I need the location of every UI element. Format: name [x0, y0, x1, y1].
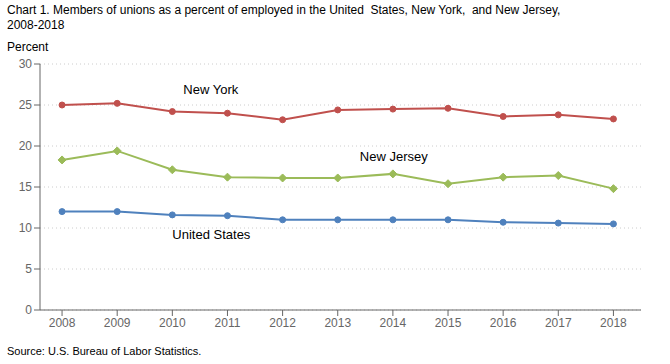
- svg-text:United States: United States: [172, 227, 251, 242]
- svg-text:2011: 2011: [215, 316, 241, 330]
- svg-text:5: 5: [25, 262, 32, 276]
- html-text:Chart 1. Members of unions as: Chart 1. Members of unions as a percent …: [7, 3, 561, 17]
- html-text:2008-2018: 2008-2018: [7, 18, 65, 32]
- svg-text:2008: 2008: [49, 316, 76, 330]
- svg-text:2015: 2015: [435, 316, 462, 330]
- html-text:Source: U.S. Bureau of Labor S: Source: U.S. Bureau of Labor Statistics.: [7, 345, 202, 357]
- svg-text:New York: New York: [183, 82, 238, 97]
- svg-text:2013: 2013: [324, 316, 351, 330]
- svg-text:2009: 2009: [104, 316, 131, 330]
- svg-text:30: 30: [19, 57, 33, 71]
- svg-text:2017: 2017: [545, 316, 572, 330]
- svg-text:10: 10: [19, 221, 33, 235]
- svg-text:15: 15: [19, 180, 33, 194]
- svg-text:0: 0: [25, 303, 32, 317]
- svg-text:2018: 2018: [600, 316, 627, 330]
- svg-text:2012: 2012: [269, 316, 296, 330]
- svg-text:New Jersey: New Jersey: [360, 149, 428, 164]
- html-text:Percent: Percent: [7, 40, 49, 54]
- svg-text:2010: 2010: [159, 316, 186, 330]
- svg-text:2016: 2016: [490, 316, 517, 330]
- svg-text:2014: 2014: [380, 316, 407, 330]
- svg-text:20: 20: [19, 139, 33, 153]
- svg-text:25: 25: [19, 98, 33, 112]
